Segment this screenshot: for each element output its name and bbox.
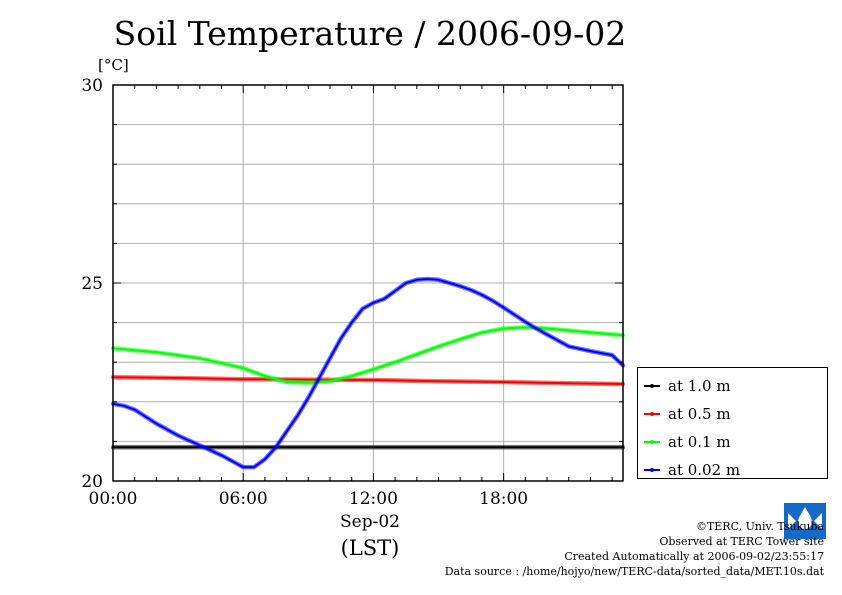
chart-title: Soil Temperature / 2006-09-02 [113,14,627,53]
y-tick-label: 20 [81,472,103,492]
x-tick-label: 06:00 [219,489,268,509]
x-tick-label: 12:00 [349,489,398,509]
credit-copyright: ©TERC, Univ. Tsukuba [695,520,824,533]
series-line [112,376,624,385]
legend-item: at 0.1 m [638,428,827,456]
y-tick-label: 30 [81,76,103,96]
legend-swatch [644,468,660,472]
legend-label: at 0.02 m [668,461,741,479]
x-axis-timezone-label: (LST) [340,536,400,560]
legend-swatch [644,412,660,416]
credit-created: Created Automatically at 2006-09-02/23:5… [564,550,824,563]
legend-label: at 0.1 m [668,433,731,451]
y-axis-unit-label: [°C] [98,56,129,74]
terc-logo-icon [784,503,826,539]
y-tick-label: 25 [81,274,103,294]
legend: at 1.0 m at 0.5 m at 0.1 m at 0.02 m [637,367,828,479]
credits: ©TERC, Univ. Tsukuba Observed at TERC To… [445,519,824,579]
legend-item: at 0.02 m [638,456,827,484]
legend-label: at 0.5 m [668,405,731,423]
legend-swatch [644,384,660,388]
x-axis-date-label: Sep-02 [340,512,400,532]
gridlines [113,85,623,481]
series-lines [110,276,626,470]
axis-ticks [112,84,623,482]
axis-tick-labels: 00:00 06:00 12:00 18:00 20 25 30 [81,76,528,509]
legend-label: at 1.0 m [668,377,731,395]
credit-data-source: Data source : /home/hojyo/new/TERC-data/… [444,565,824,578]
legend-swatch [644,440,660,444]
terc-logo-label: TERC [796,532,814,539]
credit-site: Observed at TERC Tower site [659,535,824,548]
series-line [112,278,624,469]
legend-item: at 1.0 m [638,372,827,400]
legend-item: at 0.5 m [638,400,827,428]
x-tick-label: 18:00 [479,489,528,509]
x-tick-label: 00:00 [89,489,138,509]
